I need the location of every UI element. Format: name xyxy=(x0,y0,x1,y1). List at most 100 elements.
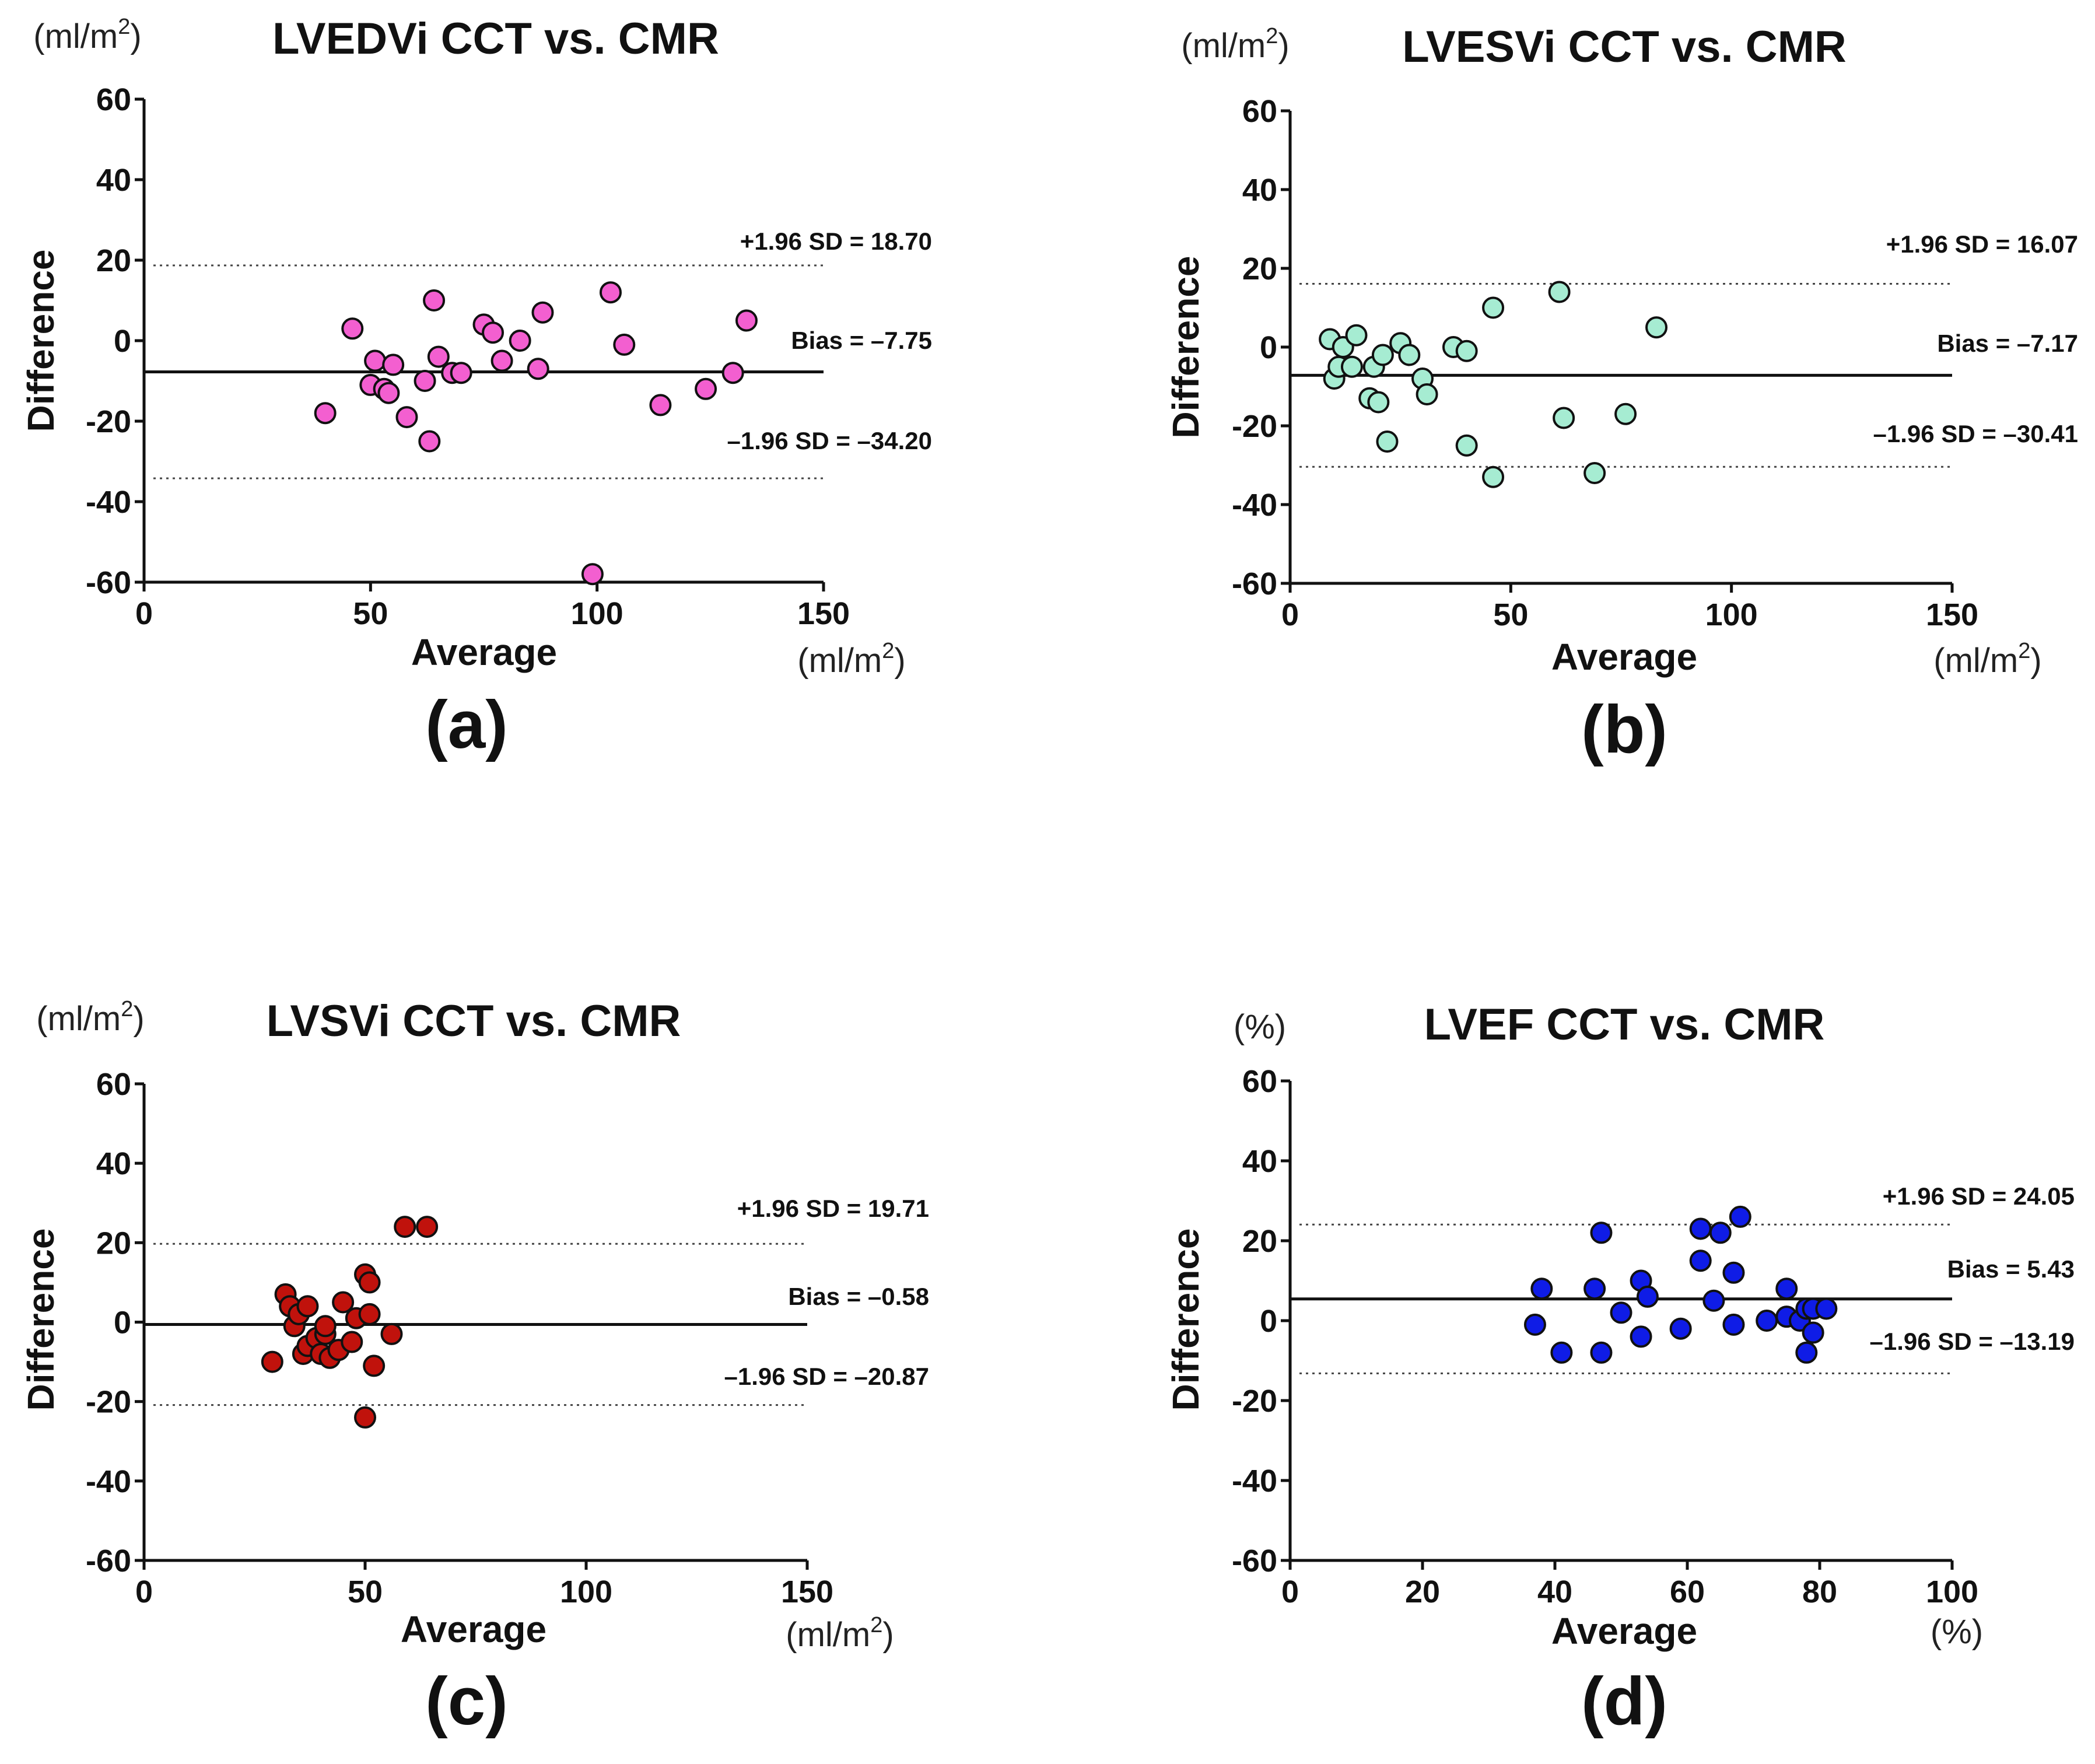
data-point xyxy=(1795,1341,1818,1364)
y-tick-label: 0 xyxy=(114,324,131,359)
data-point xyxy=(613,333,636,356)
y-tick-label: 20 xyxy=(1242,1224,1277,1259)
y-tick-label: 40 xyxy=(1242,173,1277,208)
data-point xyxy=(450,362,472,384)
data-point xyxy=(395,406,418,429)
data-point xyxy=(1345,324,1368,346)
chart-panel-c: LVSVi CCT vs. CMR (ml/m2) (ml/m2) -60 -40 -20… xyxy=(20,996,929,1739)
y-tick-label: -60 xyxy=(86,565,131,600)
x-unit-label: (%) xyxy=(1931,1613,1983,1651)
y-unit-label: (%) xyxy=(1234,1008,1286,1046)
y-tick-label: 0 xyxy=(114,1306,131,1340)
data-point xyxy=(1482,296,1505,319)
data-point xyxy=(1583,462,1606,484)
data-point xyxy=(1709,1222,1732,1244)
bias-label: Bias = –7.75 xyxy=(791,327,932,354)
data-point xyxy=(1636,1285,1659,1308)
data-point xyxy=(1815,1297,1838,1320)
bias-label: Bias = –0.58 xyxy=(788,1283,929,1310)
y-tick-label: -20 xyxy=(86,1385,131,1420)
x-tick-label: 20 xyxy=(1405,1574,1440,1609)
y-tick-label: 40 xyxy=(96,163,131,198)
x-axis-title: Average xyxy=(1551,636,1697,678)
data-point xyxy=(1583,1278,1606,1300)
data-point xyxy=(482,321,505,344)
data-point xyxy=(1610,1301,1632,1324)
data-point xyxy=(427,345,450,368)
y-tick-label: 60 xyxy=(96,82,131,117)
data-point xyxy=(1645,316,1668,339)
x-tick-label: 80 xyxy=(1802,1574,1837,1609)
upper-loa-label: +1.96 SD = 19.71 xyxy=(737,1195,929,1222)
y-tick-label: -20 xyxy=(1232,1384,1277,1419)
data-point xyxy=(1729,1205,1751,1228)
y-tick-label: -40 xyxy=(1232,488,1277,523)
data-point xyxy=(1722,1261,1745,1284)
data-point xyxy=(1340,355,1363,378)
x-tick-label: 150 xyxy=(797,596,850,631)
data-point xyxy=(354,1406,376,1429)
data-point xyxy=(1523,1313,1546,1336)
lower-loa-label: –1.96 SD = –13.19 xyxy=(1870,1328,2075,1355)
y-axis-title: Difference xyxy=(1165,256,1207,439)
y-unit-label: (ml/m2) xyxy=(33,15,141,55)
data-point xyxy=(314,402,337,425)
data-point xyxy=(1530,1278,1553,1300)
data-point xyxy=(1416,383,1438,405)
x-axis-title: Average xyxy=(1551,1610,1697,1652)
y-tick-label: -40 xyxy=(86,1464,131,1499)
data-point xyxy=(509,330,531,352)
x-axis-title: Average xyxy=(411,631,557,673)
data-point xyxy=(1689,1217,1712,1240)
chart-panel-b: LVESVi CCT vs. CMR (ml/m2) (ml/m2) -60 -40 -2… xyxy=(1165,22,2078,767)
y-axis-title: Difference xyxy=(20,250,62,432)
data-point xyxy=(695,377,717,400)
y-tick-label: 20 xyxy=(96,243,131,278)
chart-title: LVESVi CCT vs. CMR xyxy=(1402,22,1847,72)
data-point xyxy=(1482,466,1505,488)
x-tick-label: 40 xyxy=(1537,1574,1572,1609)
y-tick-label: -40 xyxy=(86,485,131,520)
data-point xyxy=(1669,1317,1692,1340)
upper-loa-label: +1.96 SD = 16.07 xyxy=(1886,230,2078,258)
data-point xyxy=(1455,434,1478,457)
panel-label: (c) xyxy=(425,1663,508,1739)
y-tick-label: 40 xyxy=(96,1146,131,1181)
data-point xyxy=(1550,1341,1573,1364)
x-tick-label: 150 xyxy=(1926,597,1978,632)
panel-label: (d) xyxy=(1581,1663,1667,1739)
data-point xyxy=(1367,391,1390,414)
data-point xyxy=(599,281,622,304)
y-unit-label: (ml/m2) xyxy=(1181,24,1289,65)
data-point xyxy=(735,309,758,332)
data-point xyxy=(418,430,441,453)
y-axis-title: Difference xyxy=(1165,1228,1207,1411)
y-tick-label: 20 xyxy=(1242,251,1277,286)
y-axis-title: Difference xyxy=(20,1228,62,1411)
bias-label: Bias = 5.43 xyxy=(1947,1255,2075,1283)
chart-title: LVEF CCT vs. CMR xyxy=(1424,1000,1825,1049)
data-point xyxy=(394,1216,416,1238)
x-unit-label: (ml/m2) xyxy=(1933,639,2041,680)
upper-loa-label: +1.96 SD = 18.70 xyxy=(740,228,932,255)
data-point xyxy=(1802,1321,1824,1344)
x-tick-label: 50 xyxy=(348,1574,383,1609)
y-tick-label: -60 xyxy=(1232,1544,1277,1578)
x-tick-label: 100 xyxy=(571,596,623,631)
data-point xyxy=(332,1291,355,1314)
panel-label: (a) xyxy=(425,687,508,762)
data-point xyxy=(358,1271,381,1294)
data-point xyxy=(1553,407,1575,429)
chart-title: LVEDVi CCT vs. CMR xyxy=(272,14,719,64)
y-unit-label: (ml/m2) xyxy=(36,997,144,1038)
y-tick-label: 40 xyxy=(1242,1144,1277,1179)
panel-label: (b) xyxy=(1581,691,1667,767)
data-point xyxy=(1455,340,1478,362)
x-tick-label: 0 xyxy=(135,596,153,631)
lower-loa-label: –1.96 SD = –34.20 xyxy=(727,427,932,454)
data-point xyxy=(314,1315,337,1338)
data-point xyxy=(531,301,554,324)
data-point xyxy=(1722,1313,1745,1336)
y-tick-label: 60 xyxy=(1242,1064,1277,1099)
